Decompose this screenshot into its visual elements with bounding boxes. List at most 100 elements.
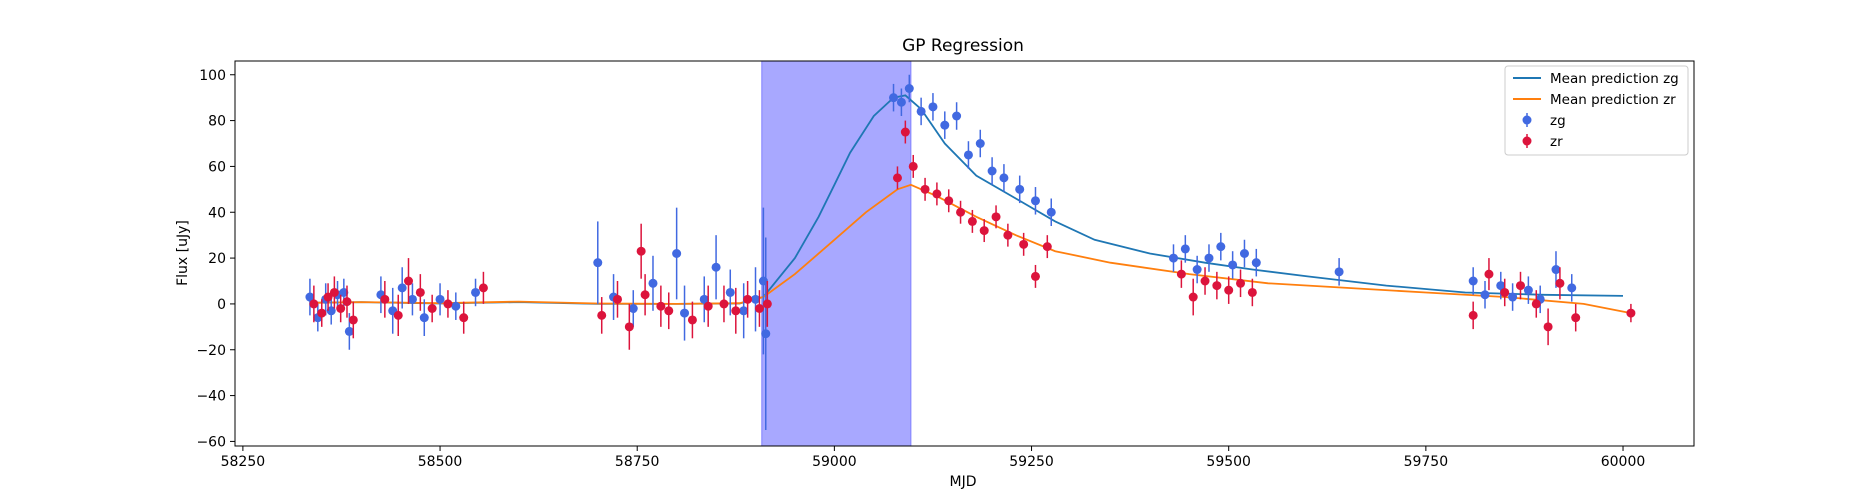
point-zg [471, 287, 481, 297]
point-zr [317, 308, 327, 318]
point-zr [1515, 281, 1525, 291]
point-zr [932, 189, 942, 199]
point-zr [1003, 230, 1013, 240]
point-zr [1247, 287, 1257, 297]
y-tick-label: 100 [199, 68, 226, 84]
point-zr [920, 184, 930, 194]
y-axis-label: Flux [uJy] [175, 220, 191, 286]
point-zg [1334, 267, 1344, 277]
point-zg [889, 93, 899, 103]
point-zg [975, 139, 985, 148]
point-zg [648, 278, 658, 288]
x-tick-label: 59750 [1404, 454, 1449, 470]
point-zr [719, 299, 729, 309]
point-zr [1626, 308, 1636, 318]
point-zr [956, 207, 966, 217]
point-zg [928, 102, 938, 112]
point-zg [1239, 249, 1249, 258]
point-zg [940, 120, 950, 130]
point-zg [1508, 292, 1518, 302]
x-tick-label: 60000 [1601, 454, 1646, 470]
point-zr [323, 292, 333, 302]
point-zg [419, 313, 429, 323]
point-zr [624, 322, 634, 332]
point-zg [1216, 242, 1226, 252]
point-zg [397, 283, 407, 293]
point-zr [1019, 239, 1029, 249]
legend-label-mean-prediction-zg: Mean prediction zg [1550, 71, 1679, 87]
point-zg [987, 166, 997, 176]
point-zr [478, 283, 488, 293]
point-zg [761, 329, 771, 339]
point-zr [415, 287, 425, 297]
point-zg [963, 150, 973, 160]
point-zr [944, 196, 954, 206]
point-zg [1468, 276, 1478, 286]
point-zr [1200, 276, 1210, 286]
point-zr [754, 304, 764, 313]
point-zg [305, 292, 315, 302]
x-tick-label: 59000 [812, 454, 857, 470]
x-tick-label: 59250 [1009, 454, 1054, 470]
point-zg [326, 306, 336, 316]
point-zr [1176, 269, 1186, 279]
y-tick-label: 20 [208, 251, 226, 267]
point-zr [664, 306, 674, 316]
point-zr [1531, 299, 1541, 309]
point-zg [435, 294, 445, 304]
legend-label-mean-prediction-zr: Mean prediction zr [1550, 92, 1676, 108]
point-zr [640, 290, 650, 300]
x-axis-label: MJD [950, 474, 977, 490]
point-zg [1251, 258, 1261, 268]
point-zg [751, 294, 761, 304]
point-zg [1030, 196, 1040, 206]
y-tick-label: −40 [196, 389, 226, 405]
legend-box [1504, 65, 1689, 156]
point-zr [1224, 285, 1234, 295]
point-zr [380, 294, 390, 304]
point-zg [672, 249, 682, 258]
x-tick-label: 58250 [221, 454, 266, 470]
point-zr [1543, 322, 1553, 332]
point-zg [1192, 265, 1202, 275]
point-zg [1015, 184, 1025, 194]
point-zg [1228, 260, 1238, 270]
point-zr [404, 276, 414, 286]
point-zg [1480, 290, 1490, 300]
point-zr [979, 226, 989, 236]
point-zr [1188, 292, 1198, 302]
point-zr [1468, 310, 1478, 320]
x-tick-label: 58500 [418, 454, 463, 470]
x-tick-label: 59500 [1206, 454, 1251, 470]
y-tick-label: 40 [208, 205, 226, 221]
point-zg [451, 301, 461, 311]
point-zr [1030, 271, 1040, 281]
point-zr [336, 304, 346, 313]
point-zg [1551, 265, 1561, 275]
point-zr [459, 313, 469, 323]
point-zr [1500, 287, 1510, 297]
point-zr [443, 299, 453, 309]
point-zg [339, 287, 349, 297]
point-zr [342, 297, 352, 307]
point-zr [967, 216, 977, 226]
legend-swatch-zg [1522, 115, 1532, 125]
legend-label-zg: zg [1550, 113, 1566, 129]
point-zg [680, 308, 690, 318]
point-zg [1496, 281, 1506, 291]
point-zg [896, 97, 906, 107]
point-zg [1567, 283, 1577, 293]
point-zr [743, 294, 753, 304]
point-zr [1212, 281, 1222, 291]
point-zr [731, 306, 741, 316]
point-zr [991, 212, 1001, 222]
point-zr [309, 299, 319, 309]
point-zr [892, 173, 902, 183]
point-zg [952, 111, 962, 121]
y-tick-label: 0 [217, 297, 226, 313]
point-zr [1236, 278, 1246, 288]
legend: Mean prediction zg Mean prediction zr zg zr [1504, 65, 1689, 156]
point-zg [628, 304, 638, 313]
point-zr [687, 315, 697, 325]
